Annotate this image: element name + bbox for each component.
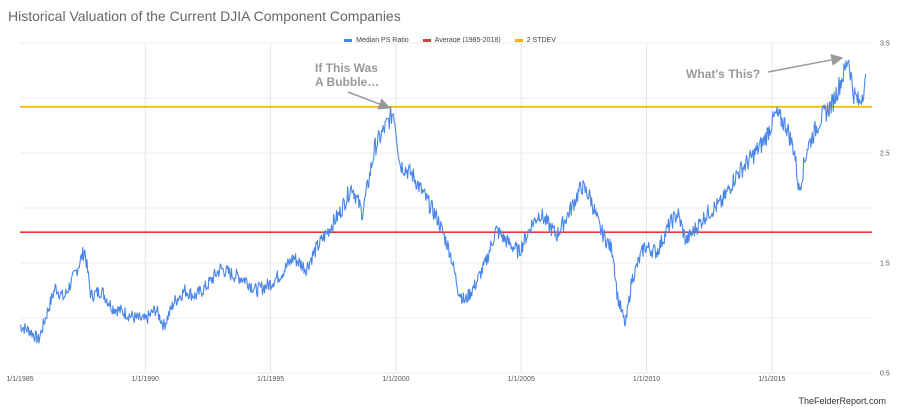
chart-title: Historical Valuation of the Current DJIA… xyxy=(8,8,401,24)
x-tick-label: 1/1/2010 xyxy=(633,376,660,383)
legend-swatch-stdev xyxy=(514,39,523,42)
legend-label-median: Median PS Ratio xyxy=(356,37,409,44)
x-tick-label: 1/1/2015 xyxy=(758,376,785,383)
y-tick-label: 3.5 xyxy=(880,41,890,48)
legend-swatch-median xyxy=(344,39,353,42)
legend-item-stdev: 2 STDEV xyxy=(514,37,556,44)
annotation-bubble-text: A Bubble… xyxy=(315,75,379,89)
x-tick-label: 1/1/1990 xyxy=(132,376,159,383)
y-tick-label: 2.5 xyxy=(880,151,890,158)
annotation-whats-this-arrow xyxy=(767,53,844,73)
series-group xyxy=(19,59,872,344)
x-tick-label: 1/1/2005 xyxy=(508,376,535,383)
y-tick-label: 0.5 xyxy=(880,371,890,378)
y-axis-ticks: 0.5 1.5 2.5 3.5 xyxy=(880,41,890,378)
y-tick-label: 1.5 xyxy=(880,261,890,268)
median-ps-line xyxy=(19,59,867,344)
annotation-whats-this-text: What's This? xyxy=(686,67,760,81)
annotation-bubble-arrow xyxy=(347,91,391,110)
legend-item-average: Average (1985-2018) xyxy=(422,37,501,44)
grid xyxy=(20,42,872,374)
legend-item-median: Median PS Ratio xyxy=(344,37,409,44)
x-tick-label: 1/1/1985 xyxy=(6,376,33,383)
x-tick-label: 1/1/1995 xyxy=(257,376,284,383)
legend-label-average: Average (1985-2018) xyxy=(434,37,501,44)
annotation-bubble-text: If This Was xyxy=(315,61,378,75)
legend-swatch-average xyxy=(422,39,431,42)
legend-label-stdev: 2 STDEV xyxy=(526,37,556,44)
source-credit: TheFelderReport.com xyxy=(798,396,886,406)
x-axis-ticks: 1/1/1985 1/1/1990 1/1/1995 1/1/2000 1/1/2005… xyxy=(6,376,785,383)
chart-legend: Median PS Ratio Average (1985-2018) 2 ST… xyxy=(0,37,900,44)
x-tick-label: 1/1/2000 xyxy=(382,376,409,383)
